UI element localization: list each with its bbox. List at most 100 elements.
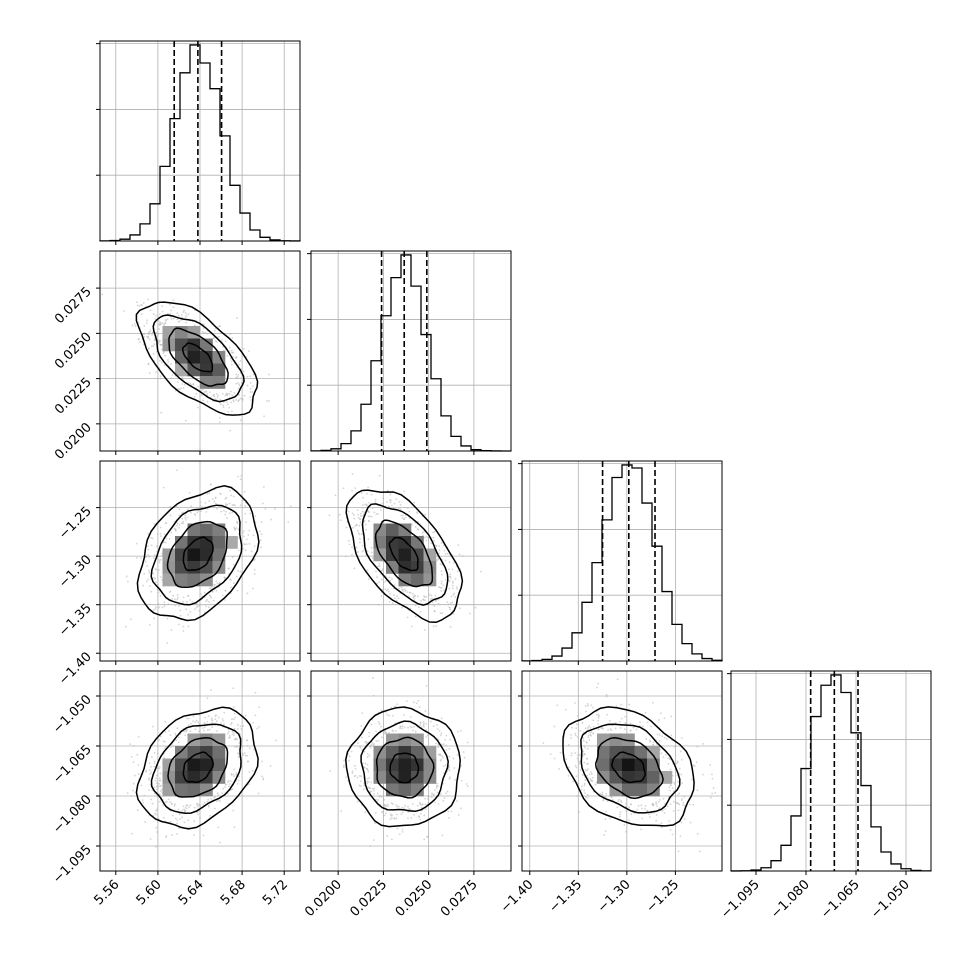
sample-point (170, 531, 173, 534)
sample-point (219, 493, 222, 495)
sample-point (156, 583, 159, 586)
sample-point (568, 766, 570, 769)
sample-point (401, 828, 404, 831)
sample-point (245, 521, 247, 524)
sample-point (232, 706, 235, 709)
sample-point (449, 776, 451, 779)
sample-point (452, 612, 455, 615)
sample-point (435, 786, 438, 789)
sample-point (625, 802, 627, 805)
sample-point (224, 589, 227, 592)
sample-point (352, 526, 354, 529)
sample-point (224, 394, 227, 397)
sample-point (176, 822, 178, 825)
sample-point (574, 702, 576, 704)
sample-point (437, 552, 440, 555)
sample-point (207, 715, 210, 718)
sample-point (549, 753, 552, 755)
sample-point (383, 730, 386, 733)
sample-point (564, 708, 567, 711)
sample-point (377, 603, 380, 606)
x-tick-label: 0.0275 (438, 877, 481, 920)
sample-point (254, 515, 257, 518)
panel-frame (521, 670, 723, 872)
sample-point (439, 612, 442, 615)
sample-point (658, 799, 661, 801)
sample-point (153, 765, 156, 768)
sample-point (423, 725, 425, 728)
sample-point (581, 774, 584, 776)
sample-point (425, 684, 428, 687)
sample-point (229, 429, 232, 432)
sample-point (188, 491, 191, 494)
sample-point (235, 377, 238, 380)
sample-point (422, 598, 425, 601)
sample-point (668, 758, 671, 760)
sample-point (416, 528, 419, 530)
sample-point (275, 739, 278, 742)
sample-point (597, 719, 600, 722)
sample-point (583, 782, 586, 785)
sample-point (254, 691, 257, 694)
sample-point (384, 731, 387, 734)
sample-point (251, 385, 254, 388)
sample-point (162, 323, 165, 326)
sample-point (168, 730, 170, 732)
sample-point (217, 335, 220, 338)
density-cell (423, 573, 437, 587)
sample-point (259, 539, 262, 542)
sample-point (161, 606, 164, 609)
sample-point (193, 806, 196, 809)
sample-point (413, 813, 415, 816)
sample-point (189, 722, 192, 725)
sample-point (158, 313, 161, 316)
density-cell (162, 758, 176, 772)
sample-point (151, 333, 153, 336)
sample-point (449, 602, 452, 604)
sample-point (669, 789, 671, 792)
sample-point (227, 785, 230, 788)
sample-point (446, 601, 449, 604)
sample-point (187, 819, 190, 822)
sample-point (175, 817, 177, 820)
sample-point (249, 391, 252, 393)
sample-point (190, 383, 193, 386)
sample-point (668, 786, 671, 789)
density-cell (200, 758, 213, 772)
sample-point (242, 347, 245, 350)
sample-point (415, 702, 418, 705)
density-cell (200, 523, 213, 537)
x-tick-label: −1.065 (818, 877, 863, 922)
sample-point (229, 578, 232, 581)
sample-point (194, 728, 197, 731)
sample-point (361, 544, 364, 547)
sample-point (163, 603, 166, 606)
sample-point (148, 569, 151, 572)
sample-point (146, 319, 149, 322)
histogram-panel-4: −1.095 −1.080 −1.065 −1.050 (718, 670, 932, 922)
sample-point (269, 765, 272, 767)
sample-point (155, 809, 158, 812)
sample-point (176, 819, 179, 822)
sample-point (221, 792, 224, 795)
sample-point (399, 504, 402, 506)
sample-point (289, 505, 292, 508)
density-cell (175, 783, 188, 797)
sample-point (366, 753, 369, 755)
sample-point (457, 544, 460, 547)
sample-point (163, 601, 166, 604)
sample-point (168, 801, 171, 803)
sample-point (180, 522, 183, 525)
sample-point (399, 508, 402, 511)
sample-point (384, 580, 386, 583)
sample-point (401, 727, 403, 730)
sample-point (224, 497, 227, 500)
sample-point (412, 729, 414, 732)
panel-content (101, 293, 271, 432)
sample-point (367, 515, 370, 518)
sample-point (131, 324, 134, 327)
sample-point (373, 822, 376, 825)
sample-point (185, 804, 188, 807)
x-tick-label: 0.0200 (302, 877, 345, 920)
density-cell (200, 561, 213, 574)
